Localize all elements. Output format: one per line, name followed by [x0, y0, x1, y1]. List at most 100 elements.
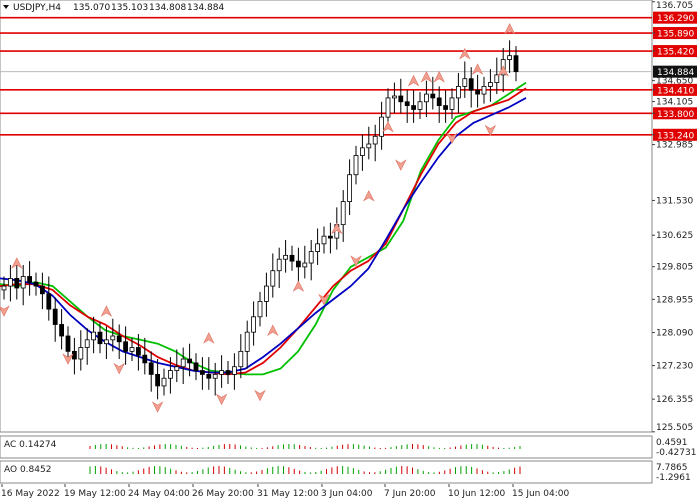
candle-body: [206, 373, 212, 379]
fractal-arrow: [420, 71, 433, 83]
candle-body: [385, 97, 391, 118]
candle-body: [443, 105, 449, 110]
candle-body: [78, 347, 84, 360]
candle-body: [46, 293, 52, 310]
resistance-level-label: 135.420: [657, 48, 694, 58]
indicator-panes: AC 0.14274 0.4591-0.42731 AO 0.8452 7.7865-…: [4, 438, 696, 483]
candle-body: [423, 93, 429, 103]
candle-body: [507, 55, 513, 60]
candle-body: [475, 89, 481, 95]
candle-body: [187, 358, 193, 364]
candle-body: [327, 235, 333, 239]
candle-body: [14, 277, 20, 289]
candle-body: [33, 281, 39, 287]
candle-body: [27, 276, 33, 283]
fractal-arrow: [407, 74, 420, 87]
x-tick-label: 16 May 2022: [1, 489, 60, 499]
candle-body: [244, 331, 250, 352]
candle-body: [359, 147, 365, 156]
candle-body: [238, 350, 244, 368]
candle-body: [52, 308, 58, 325]
candle-body: [321, 235, 327, 245]
candle-body: [340, 201, 346, 226]
candle-body: [455, 86, 461, 99]
candle-body: [116, 335, 122, 343]
candle-body: [366, 143, 372, 149]
fractal-arrow: [382, 120, 394, 133]
y-tick-label: 134.650: [656, 77, 693, 87]
candle-body: [417, 101, 423, 110]
candle-body: [219, 370, 225, 375]
fractal-arrow: [395, 159, 407, 171]
candle-body: [212, 373, 218, 379]
candle-body: [231, 366, 237, 375]
fractal-arrow: [100, 305, 113, 317]
candle-body: [251, 316, 257, 333]
fractal-arrow: [151, 401, 164, 413]
candle-body: [315, 243, 321, 252]
support-level-label: 134.410: [657, 86, 694, 96]
x-tick-label: 26 May 20:00: [192, 489, 254, 499]
indicator-tick-upper: 7.7865: [656, 463, 688, 473]
x-tick-label: 10 Jun 12:00: [448, 489, 505, 499]
candle-body: [65, 335, 71, 352]
candle-body: [398, 95, 404, 103]
current-price-badge: [653, 65, 697, 78]
candle-body: [1, 285, 7, 291]
fractal-arrow: [350, 255, 362, 267]
candle-body: [404, 101, 410, 107]
support-level-label: 133.800: [657, 110, 694, 120]
y-axis: 136.705 134.650 134.105 132.985 131.530 130.6…: [652, 1, 693, 433]
y-tick-label: 126.355: [656, 395, 693, 405]
candle-body: [161, 377, 167, 387]
resistance-level-label: 135.890: [657, 30, 694, 40]
candle-body: [104, 339, 109, 345]
fractal-arrow: [446, 132, 458, 144]
x-axis: 16 May 2022 19 May 12:00 24 May 04:00 26 Ma…: [1, 484, 569, 499]
candle-body: [199, 370, 205, 375]
candle-body: [372, 135, 378, 145]
fractal-arrow: [203, 332, 215, 344]
indicator-tick-lower: -0.42731: [656, 448, 696, 458]
x-tick-label: 7 Jun 20:00: [384, 489, 436, 499]
horizontal-levels: 136.290 135.890 135.420 134.410 133.800 133.2…: [0, 11, 697, 141]
candle-body: [347, 174, 353, 203]
current-price-label: 134.884: [657, 68, 694, 78]
symbol-label: USDJPY,H4: [13, 3, 61, 13]
moving-average-line: [0, 87, 527, 376]
y-tick-label: 127.230: [656, 362, 693, 372]
support-level-label: 133.240: [657, 131, 694, 141]
support-level-badge: [653, 128, 697, 141]
candle-body: [193, 362, 199, 371]
candle-body: [225, 370, 231, 375]
resistance-level-badge: [653, 11, 697, 24]
fractal-arrow: [113, 362, 125, 375]
main-plot-frame: [0, 0, 653, 433]
ohlc-open: 135.070: [73, 3, 110, 13]
indicator-name: AO 0.8452: [4, 465, 51, 475]
support-level-badge: [653, 107, 697, 120]
candle-body: [468, 78, 474, 91]
y-tick-label: 136.705: [656, 1, 693, 11]
y-tick-label: 132.985: [656, 141, 693, 151]
y-tick-label: 128.090: [656, 329, 693, 339]
candle-body: [257, 301, 263, 318]
candle-body: [174, 366, 180, 371]
candle-body: [513, 55, 519, 73]
candle-body: [270, 270, 276, 287]
x-tick-label: 3 Jun 04:00: [321, 489, 373, 499]
candles: [1, 40, 519, 400]
candle-body: [430, 93, 436, 99]
candle-body: [295, 260, 301, 268]
x-tick-label: 31 May 12:00: [257, 489, 319, 499]
fractal-arrow: [11, 257, 23, 269]
y-tick-label: 134.105: [656, 98, 693, 108]
indicator-name: AC 0.14274: [4, 440, 57, 450]
fractal-arrow: [62, 353, 74, 365]
symbol-dropdown-icon[interactable]: [3, 5, 9, 9]
fractal-arrow: [254, 389, 266, 402]
resistance-level-badge: [653, 45, 697, 58]
support-level-badge: [653, 83, 697, 96]
